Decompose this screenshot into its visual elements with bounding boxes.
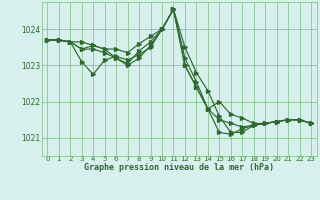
X-axis label: Graphe pression niveau de la mer (hPa): Graphe pression niveau de la mer (hPa): [84, 163, 274, 172]
